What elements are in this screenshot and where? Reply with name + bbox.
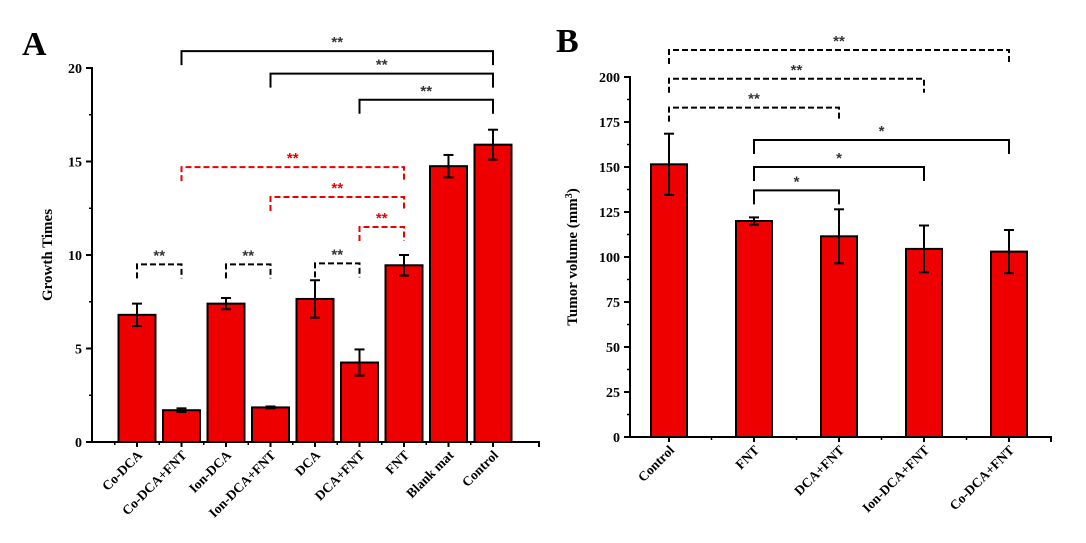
bar-b-4 — [990, 250, 1028, 438]
x-tick-label-b-3: Ion-DCA+FNT — [859, 443, 932, 516]
significance-label-a-5: ** — [287, 150, 299, 167]
significance-bracket-a-2 — [314, 262, 361, 278]
significance-label-a-7: ** — [376, 57, 388, 74]
significance-bracket-b-4 — [668, 77, 925, 93]
panel-letter-b: B — [556, 23, 579, 60]
y-tick-label-a-2: 10 — [68, 249, 82, 264]
significance-bracket-b-3 — [668, 106, 840, 122]
significance-label-b-0: * — [794, 173, 800, 190]
significance-label-a-4: ** — [331, 180, 343, 197]
bar-a-7 — [429, 165, 468, 444]
significance-bracket-a-0 — [136, 263, 183, 279]
x-tick-label-b-4: Co-DCA+FNT — [946, 443, 1017, 514]
significance-label-b-3: ** — [748, 91, 760, 108]
bar-a-1 — [162, 409, 201, 443]
significance-bracket-b-2 — [753, 139, 1010, 154]
y-tick-label-b-8: 200 — [599, 71, 620, 86]
significance-bracket-a-6 — [358, 98, 494, 114]
y-tick-label-b-1: 25 — [606, 386, 620, 401]
y-tick-label-b-7: 175 — [599, 116, 620, 131]
panel-letter-a: A — [22, 26, 47, 63]
y-tick-label-b-5: 125 — [599, 206, 620, 221]
y-tick-label-a-1: 5 — [75, 343, 82, 358]
bar-a-3 — [251, 406, 290, 443]
panel-b: B Tumor volume (mm3) Control FNT DCA+FNT Io… — [556, 23, 1052, 515]
bar-a-6 — [384, 264, 424, 443]
significance-bracket-b-5 — [668, 49, 1010, 64]
significance-bracket-a-5 — [180, 166, 405, 182]
plot-area-b: Control FNT DCA+FNT Ion-DCA+FNT Co-DCA+FNT 0 2… — [599, 33, 1052, 515]
significance-label-b-5: ** — [833, 33, 845, 50]
significance-bracket-a-7 — [269, 72, 494, 88]
x-tick-label-a-6: FNT — [382, 448, 412, 478]
x-tick-label-b-0: Control — [635, 442, 677, 484]
bar-b-0 — [650, 163, 688, 439]
y-tick-label-b-2: 50 — [606, 341, 620, 356]
panel-a: A Growth Times Co-DCACo-DCA+FNTIon-DCAIo… — [22, 26, 540, 520]
significance-bracket-b-1 — [753, 166, 925, 181]
bar-b-2 — [820, 235, 858, 438]
bar-a-8 — [473, 143, 513, 443]
bar-a-2 — [206, 302, 246, 443]
significance-label-a-6: ** — [420, 83, 432, 100]
y-axis-title-b: Tumor volume (mm3) — [564, 188, 582, 326]
y-tick-label-b-3: 75 — [606, 296, 620, 311]
significance-bracket-a-3 — [358, 225, 405, 241]
bar-a-0 — [117, 313, 157, 443]
significance-label-a-1: ** — [242, 247, 254, 264]
bar-b-3 — [905, 247, 943, 438]
significance-label-a-2: ** — [331, 246, 343, 263]
x-tick-label-a-0: Co-DCA — [99, 447, 145, 493]
significance-label-b-4: ** — [791, 62, 803, 79]
x-tick-label-a-7: Blank mat — [403, 447, 457, 501]
significance-label-b-1: * — [836, 150, 842, 167]
x-tick-label-a-8: Control — [459, 447, 501, 489]
x-tick-label-a-4: DCA — [292, 447, 323, 478]
y-tick-label-b-4: 100 — [599, 251, 620, 266]
y-tick-label-b-6: 150 — [599, 161, 620, 176]
significance-bracket-a-1 — [225, 263, 272, 279]
y-axis-title-a: Growth Times — [40, 209, 56, 301]
y-tick-label-a-0: 0 — [75, 436, 82, 451]
y-tick-label-a-4: 20 — [68, 62, 82, 77]
y-tick-label-b-0: 0 — [613, 431, 620, 446]
bar-b-1 — [735, 220, 773, 438]
significance-bracket-a-8 — [180, 50, 494, 66]
bar-a-4 — [295, 297, 335, 443]
y-tick-label-a-3: 15 — [68, 156, 82, 171]
x-tick-label-b-2: DCA+FNT — [791, 443, 847, 499]
significance-bracket-b-0 — [753, 189, 840, 205]
x-tick-label-b-1: FNT — [732, 443, 762, 473]
significance-bracket-a-4 — [269, 196, 405, 212]
significance-label-a-3: ** — [376, 210, 388, 227]
significance-label-b-2: * — [879, 123, 885, 140]
significance-label-a-8: ** — [331, 34, 343, 51]
significance-label-a-0: ** — [153, 247, 165, 264]
